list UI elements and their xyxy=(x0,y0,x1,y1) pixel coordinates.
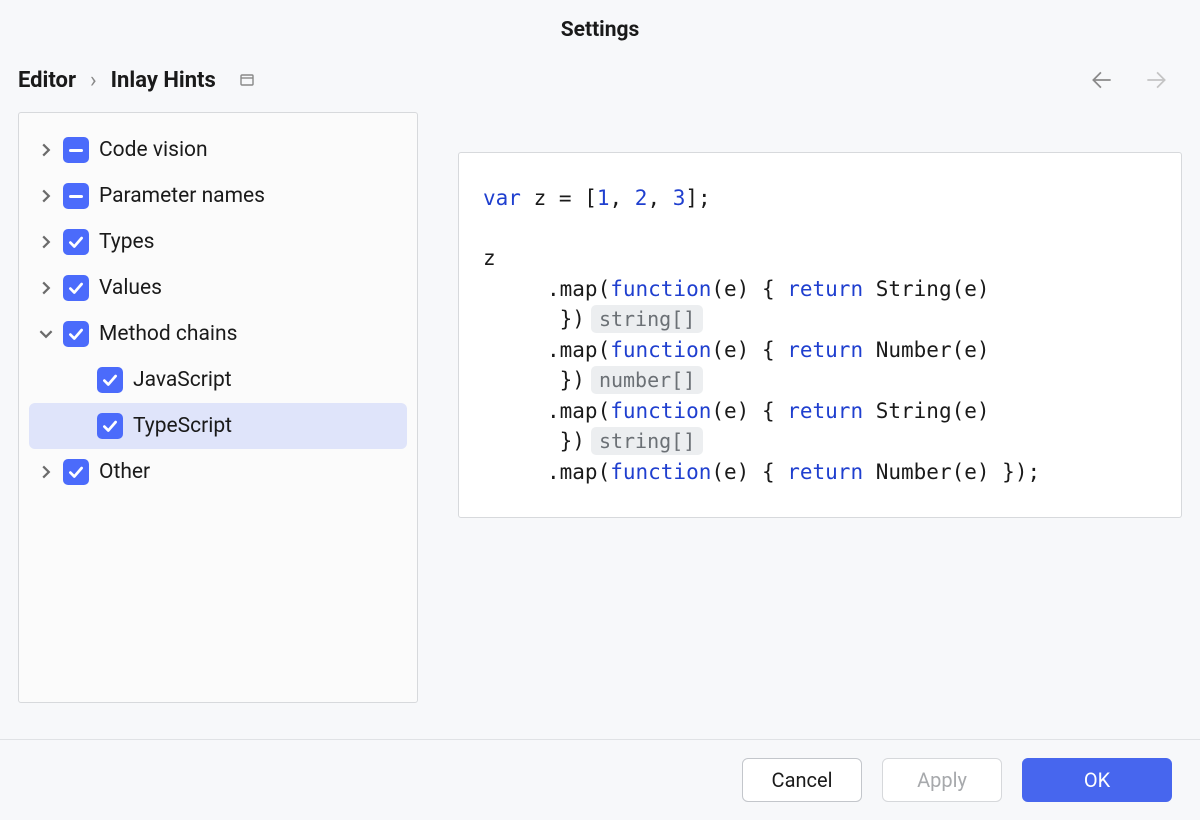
tree-label: Values xyxy=(99,276,162,300)
checkbox-checked[interactable] xyxy=(63,459,89,485)
chevron-right-icon[interactable] xyxy=(35,461,57,483)
chevron-right-icon[interactable] xyxy=(35,277,57,299)
tree-label: Method chains xyxy=(99,322,237,346)
code-line: })string[] xyxy=(483,426,1157,456)
apply-button[interactable]: Apply xyxy=(882,758,1002,802)
tree-item-types[interactable]: Types xyxy=(29,219,407,265)
cancel-button[interactable]: Cancel xyxy=(742,758,862,802)
dialog-title: Settings xyxy=(0,18,1200,42)
code-line: .map(function(e) { return Number(e) }); xyxy=(483,457,1157,487)
chevron-down-icon[interactable] xyxy=(35,323,57,345)
checkbox-checked[interactable] xyxy=(97,413,123,439)
show-preview-icon[interactable] xyxy=(238,71,256,89)
code-line: .map(function(e) { return String(e) xyxy=(483,396,1157,426)
tree-item-code-vision[interactable]: Code vision xyxy=(29,127,407,173)
code-preview: var z = [1, 2, 3]; z .map(function(e) { … xyxy=(458,152,1182,518)
breadcrumb-separator: › xyxy=(88,68,99,93)
breadcrumb: Editor › Inlay Hints xyxy=(18,68,256,93)
nav-back-button[interactable] xyxy=(1088,66,1116,94)
inlay-hint: string[] xyxy=(591,427,703,455)
checkbox-indeterminate[interactable] xyxy=(63,137,89,163)
chevron-right-icon[interactable] xyxy=(35,231,57,253)
tree-label: Parameter names xyxy=(99,184,265,208)
dialog-footer: Cancel Apply OK xyxy=(0,739,1200,820)
code-line: .map(function(e) { return Number(e) xyxy=(483,335,1157,365)
code-line: var z = [1, 2, 3]; xyxy=(483,183,1157,213)
tree-item-values[interactable]: Values xyxy=(29,265,407,311)
chevron-right-icon[interactable] xyxy=(35,139,57,161)
checkbox-checked[interactable] xyxy=(63,229,89,255)
code-line: z xyxy=(483,243,1157,273)
inlay-hint: number[] xyxy=(591,366,703,394)
code-line: })string[] xyxy=(483,304,1157,334)
checkbox-checked[interactable] xyxy=(63,275,89,301)
inlay-hint: string[] xyxy=(591,305,703,333)
header-row: Editor › Inlay Hints xyxy=(0,42,1200,112)
tree-item-parameter-names[interactable]: Parameter names xyxy=(29,173,407,219)
settings-tree: Code vision Parameter names Types xyxy=(18,112,418,703)
checkbox-indeterminate[interactable] xyxy=(63,183,89,209)
tree-item-method-chains[interactable]: Method chains xyxy=(29,311,407,357)
tree-label: JavaScript xyxy=(133,368,232,392)
tree-label: Other xyxy=(99,460,150,484)
content-row: Code vision Parameter names Types xyxy=(0,112,1200,703)
tree-item-typescript[interactable]: TypeScript xyxy=(29,403,407,449)
nav-forward-button[interactable] xyxy=(1142,66,1170,94)
tree-item-other[interactable]: Other xyxy=(29,449,407,495)
tree-label: Code vision xyxy=(99,138,208,162)
checkbox-checked[interactable] xyxy=(63,321,89,347)
ok-button[interactable]: OK xyxy=(1022,758,1172,802)
code-line: .map(function(e) { return String(e) xyxy=(483,274,1157,304)
checkbox-checked[interactable] xyxy=(97,367,123,393)
chevron-right-icon[interactable] xyxy=(35,185,57,207)
dialog-title-bar: Settings xyxy=(0,0,1200,42)
tree-label: Types xyxy=(99,230,155,254)
breadcrumb-inlay-hints[interactable]: Inlay Hints xyxy=(111,68,216,93)
tree-label: TypeScript xyxy=(133,414,232,438)
nav-arrows xyxy=(1088,66,1170,94)
code-line: })number[] xyxy=(483,365,1157,395)
breadcrumb-editor[interactable]: Editor xyxy=(18,68,76,93)
tree-item-javascript[interactable]: JavaScript xyxy=(29,357,407,403)
